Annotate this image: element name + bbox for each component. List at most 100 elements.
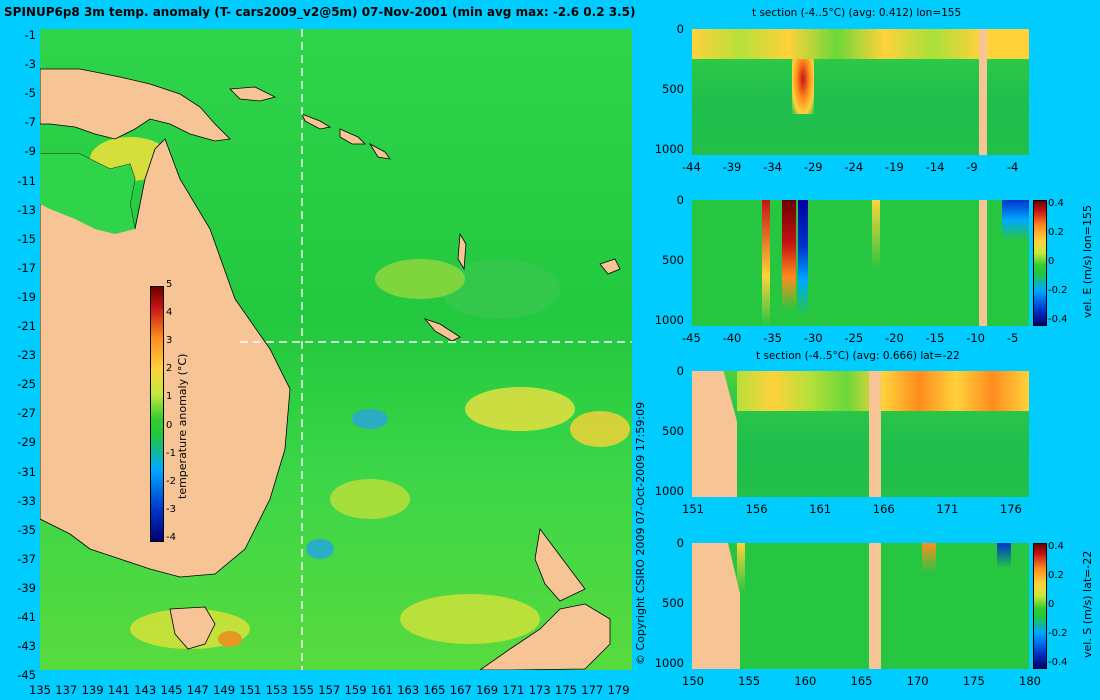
vel-e-colorbar bbox=[1033, 200, 1047, 326]
land-column bbox=[979, 200, 987, 326]
lon-tick-label: 165 bbox=[423, 683, 446, 697]
warm-core bbox=[792, 44, 814, 114]
map-colorbar bbox=[150, 286, 164, 542]
colorbar-tick-label: 0 bbox=[1048, 256, 1055, 267]
colorbar-tick-label: 3 bbox=[166, 335, 173, 347]
x-tick-label: 171 bbox=[936, 502, 959, 516]
temperature-anomaly-map[interactable]: temperature anomaly (°C) 5 4 3 2 1 0 -1 -2 -3 -4 bbox=[40, 29, 632, 670]
x-tick-label: -34 bbox=[763, 160, 782, 174]
depth-tick-label: 0 bbox=[676, 364, 684, 378]
fiji bbox=[599, 258, 621, 275]
cool-patch bbox=[352, 409, 388, 429]
map-colorbar-label: temperature anomaly (°C) bbox=[176, 353, 189, 499]
lon-tick-label: 155 bbox=[292, 683, 314, 697]
jet bbox=[737, 543, 745, 593]
depth-tick-label: 500 bbox=[662, 596, 684, 610]
new-zealand-north bbox=[534, 528, 586, 602]
x-tick-label: -20 bbox=[885, 331, 904, 345]
x-tick-label: -35 bbox=[763, 331, 782, 345]
jet bbox=[872, 200, 880, 270]
surface-layer bbox=[692, 29, 1029, 59]
lon-tick-label: 141 bbox=[107, 683, 130, 697]
lat-tick-label: -45 bbox=[17, 668, 36, 683]
depth-tick-label: 1000 bbox=[654, 484, 684, 498]
lon-tick-label: 137 bbox=[55, 683, 78, 697]
warm-patch bbox=[465, 387, 575, 431]
lat-tick-label: -41 bbox=[17, 610, 36, 624]
land-masses bbox=[40, 68, 621, 670]
jet bbox=[1002, 200, 1029, 240]
x-tick-label: 166 bbox=[872, 502, 895, 516]
jet bbox=[922, 543, 936, 573]
new-britain bbox=[229, 86, 277, 102]
x-tick-label: -14 bbox=[925, 160, 945, 174]
lon-tick-label: 175 bbox=[555, 683, 577, 697]
lat-tick-label: -23 bbox=[17, 348, 36, 363]
colorbar-tick-label: -0.2 bbox=[1048, 285, 1068, 296]
land-slope bbox=[692, 371, 737, 497]
colorbar-tick-label: 5 bbox=[166, 279, 173, 290]
x-tick-label: -4 bbox=[1006, 160, 1019, 174]
new-zealand-south bbox=[479, 603, 611, 670]
lon-tick-label: 179 bbox=[607, 683, 630, 697]
x-tick-label: -9 bbox=[966, 160, 978, 174]
land-column bbox=[869, 543, 881, 669]
lon-tick-label: 143 bbox=[134, 683, 157, 697]
lat-tick-label: -11 bbox=[17, 173, 36, 188]
colorbar-tick-label: -1 bbox=[166, 447, 176, 459]
colorbar-tick-label: -3 bbox=[166, 503, 176, 515]
lat-tick-label: -29 bbox=[17, 435, 36, 450]
lon-tick-label: 171 bbox=[502, 683, 525, 697]
x-tick-label: 156 bbox=[745, 502, 768, 516]
t-section-lon-panel[interactable] bbox=[692, 29, 1029, 155]
vel-e-lon-panel[interactable] bbox=[692, 200, 1029, 326]
vel-s-lat-panel[interactable] bbox=[692, 543, 1029, 669]
land-column bbox=[869, 371, 881, 497]
lat-tick-label: -1 bbox=[24, 28, 36, 42]
lat-tick-label: -19 bbox=[17, 289, 36, 304]
lon-tick-label: 145 bbox=[160, 683, 183, 697]
t-section-lat-panel[interactable] bbox=[692, 371, 1029, 497]
x-tick-label: -24 bbox=[844, 160, 864, 174]
lat-tick-label: -5 bbox=[24, 86, 36, 101]
lat-tick-label: -13 bbox=[17, 202, 36, 217]
x-tick-label: -25 bbox=[844, 331, 864, 345]
x-tick-label: 161 bbox=[809, 502, 832, 516]
depth-tick-label: 1000 bbox=[654, 313, 684, 327]
lon-tick-label: 149 bbox=[213, 683, 236, 697]
colorbar-tick-label: 0.4 bbox=[1048, 198, 1064, 209]
lon-tick-label: 151 bbox=[239, 683, 262, 697]
lat-tick-label: -31 bbox=[17, 464, 36, 479]
x-tick-label: -19 bbox=[885, 160, 904, 174]
land-slope bbox=[692, 543, 740, 669]
depth-tick-label: 1000 bbox=[654, 142, 684, 156]
lat-tick-label: -15 bbox=[17, 231, 36, 246]
map-features bbox=[40, 29, 632, 670]
vel-e-colorbar-label: vel. E (m/s) lon=155 bbox=[1081, 205, 1094, 318]
vanuatu bbox=[457, 232, 467, 271]
jet bbox=[762, 200, 770, 326]
x-tick-label: 176 bbox=[999, 502, 1022, 516]
warm-patch bbox=[330, 479, 410, 519]
australia bbox=[40, 138, 291, 578]
jet bbox=[997, 543, 1011, 568]
lon-tick-label: 153 bbox=[265, 683, 288, 697]
x-tick-label: -29 bbox=[803, 160, 823, 174]
vel-s-colorbar-label: vel. S (m/s) lat=-22 bbox=[1081, 550, 1094, 658]
vel-s-colorbar bbox=[1033, 543, 1047, 669]
lon-tick-label: 173 bbox=[528, 683, 551, 697]
panel-title: t section (-4..5°C) (avg: 0.412) lon=155 bbox=[752, 7, 962, 19]
lon-tick-label: 169 bbox=[476, 683, 499, 697]
depth-tick-label: 0 bbox=[676, 22, 684, 36]
panel-title: t section (-4..5°C) (avg: 0.666) lat=-22 bbox=[756, 350, 960, 362]
anomaly-patches bbox=[45, 137, 630, 649]
lat-tick-label: -17 bbox=[17, 260, 36, 275]
jet bbox=[782, 200, 796, 310]
lon-tick-label: 167 bbox=[449, 683, 472, 697]
lat-tick-label: -3 bbox=[24, 57, 36, 72]
map-title: SPINUP6p8 3m temp. anomaly (T- cars2009_… bbox=[4, 5, 636, 19]
colorbar-tick-label: 2 bbox=[166, 363, 173, 375]
warm-patch bbox=[400, 594, 540, 644]
surface-layer bbox=[737, 371, 1029, 411]
lat-tick-label: -27 bbox=[17, 406, 36, 421]
